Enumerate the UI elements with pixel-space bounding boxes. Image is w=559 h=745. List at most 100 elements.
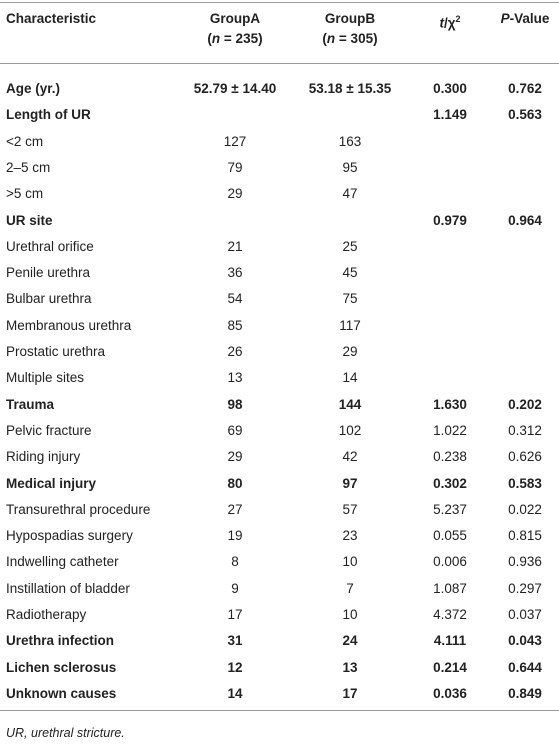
cell-value: 0.936	[508, 554, 542, 570]
row-label: Indwelling catheter	[6, 554, 119, 570]
row-label: Length of UR	[6, 107, 91, 123]
header-text: Characteristic	[6, 11, 97, 26]
row-label: UR site	[6, 212, 53, 228]
header-cell: t/χ2	[439, 10, 460, 33]
row-label: <2 cm	[6, 133, 44, 149]
cell-value: 0.644	[508, 659, 542, 675]
cell-value: 80	[227, 475, 243, 491]
row-label: Hypospadias surgery	[6, 528, 133, 544]
header-text: = 305)	[335, 31, 378, 46]
row-label: Transurethral procedure	[6, 501, 151, 517]
cell-value: 1.630	[433, 396, 467, 412]
header-cell: Characteristic	[6, 10, 96, 28]
cell-value: 0.302	[433, 475, 467, 491]
cell-value: 26	[227, 344, 243, 359]
cell-value: 10	[342, 554, 358, 570]
cell-value: 14	[342, 370, 358, 386]
cell-value: 19	[227, 528, 243, 544]
cell-value: 29	[227, 186, 243, 202]
cell-value: 85	[227, 317, 243, 333]
top-rule	[0, 2, 559, 3]
cell-value: 31	[227, 633, 243, 649]
row-label: Prostatic urethra	[6, 344, 106, 359]
cell-value: 53.18 ± 15.35	[308, 81, 392, 96]
cell-value: 0.312	[508, 422, 542, 438]
header-cell: (n = 235)	[207, 30, 262, 48]
cell-value: 42	[342, 449, 358, 465]
cell-value: 0.815	[508, 528, 542, 544]
header-text: n	[211, 31, 221, 46]
cell-value: 5.237	[433, 501, 467, 517]
cell-value: 13	[227, 370, 243, 386]
cell-value: 95	[342, 159, 358, 175]
row-label: Pelvic fracture	[6, 422, 92, 438]
header-cell: P-Value	[501, 10, 550, 28]
row-label: Membranous urethra	[6, 317, 132, 333]
header-text: /χ	[443, 15, 456, 31]
cell-value: 1.022	[433, 422, 467, 438]
row-label: Multiple sites	[6, 370, 85, 386]
cell-value: 1.149	[433, 107, 467, 123]
row-label: Urethra infection	[6, 633, 115, 649]
cell-value: 0.300	[433, 81, 467, 96]
cell-value: 27	[227, 501, 243, 517]
cell-value: 98	[227, 396, 243, 412]
cell-value: 75	[342, 291, 358, 307]
row-label: Penile urethra	[6, 265, 91, 281]
cell-value: 12	[227, 659, 243, 675]
header-text: 2	[455, 14, 461, 24]
cell-value: 0.055	[433, 528, 467, 544]
cell-value: 0.762	[508, 81, 542, 96]
cell-value: 0.238	[433, 449, 467, 465]
header-text: n	[326, 31, 336, 46]
header-text: -Value	[509, 11, 550, 26]
cell-value: 97	[342, 475, 358, 491]
cell-value: 102	[338, 422, 362, 438]
cell-value: 1.087	[433, 580, 467, 596]
row-label: Radiotherapy	[6, 607, 87, 622]
cell-value: 9	[231, 580, 239, 596]
cell-value: 0.964	[508, 212, 542, 228]
header-text: P	[500, 11, 510, 26]
cell-value: 0.979	[433, 212, 467, 228]
cell-value: 0.214	[433, 659, 467, 675]
cell-value: 57	[342, 501, 358, 517]
cell-value: 0.626	[508, 449, 542, 465]
row-label: Lichen sclerosus	[6, 659, 117, 675]
cell-value: 7	[346, 580, 354, 596]
cell-value: 69	[227, 422, 243, 438]
cell-value: 4.111	[433, 633, 467, 649]
cell-value: 79	[227, 159, 243, 175]
cell-value: 29	[342, 344, 358, 359]
header-text: (	[322, 31, 327, 46]
cell-value: 0.037	[508, 607, 542, 622]
cell-value: 0.022	[508, 501, 542, 517]
cell-value: 0.563	[508, 107, 542, 123]
cell-value: 17	[342, 685, 358, 701]
cell-value: 13	[342, 659, 358, 675]
cell-value: 0.202	[508, 396, 542, 412]
row-label: Trauma	[6, 396, 55, 412]
cell-value: 8	[231, 554, 239, 570]
row-label: Unknown causes	[6, 685, 117, 701]
header-text: t	[439, 15, 444, 31]
footnote: UR, urethral stricture.	[6, 726, 125, 740]
cell-value: 0.006	[433, 554, 467, 570]
cell-value: 127	[223, 133, 247, 149]
cell-value: 54	[227, 291, 243, 307]
cell-value: 0.043	[508, 633, 542, 649]
cell-value: 17	[227, 607, 243, 622]
row-label: 2–5 cm	[6, 159, 51, 175]
row-label: Bulbar urethra	[6, 291, 92, 307]
header-rule	[0, 63, 559, 64]
cell-value: 47	[342, 186, 358, 202]
header-cell: GroupB	[324, 11, 376, 26]
bottom-rule	[0, 710, 559, 711]
header-cell: GroupA	[209, 11, 261, 26]
header-text: = 235)	[220, 31, 263, 46]
cell-value: 29	[227, 449, 243, 465]
cell-value: 24	[342, 633, 358, 649]
cell-value: 163	[338, 133, 362, 149]
row-label: Urethral orifice	[6, 238, 94, 254]
